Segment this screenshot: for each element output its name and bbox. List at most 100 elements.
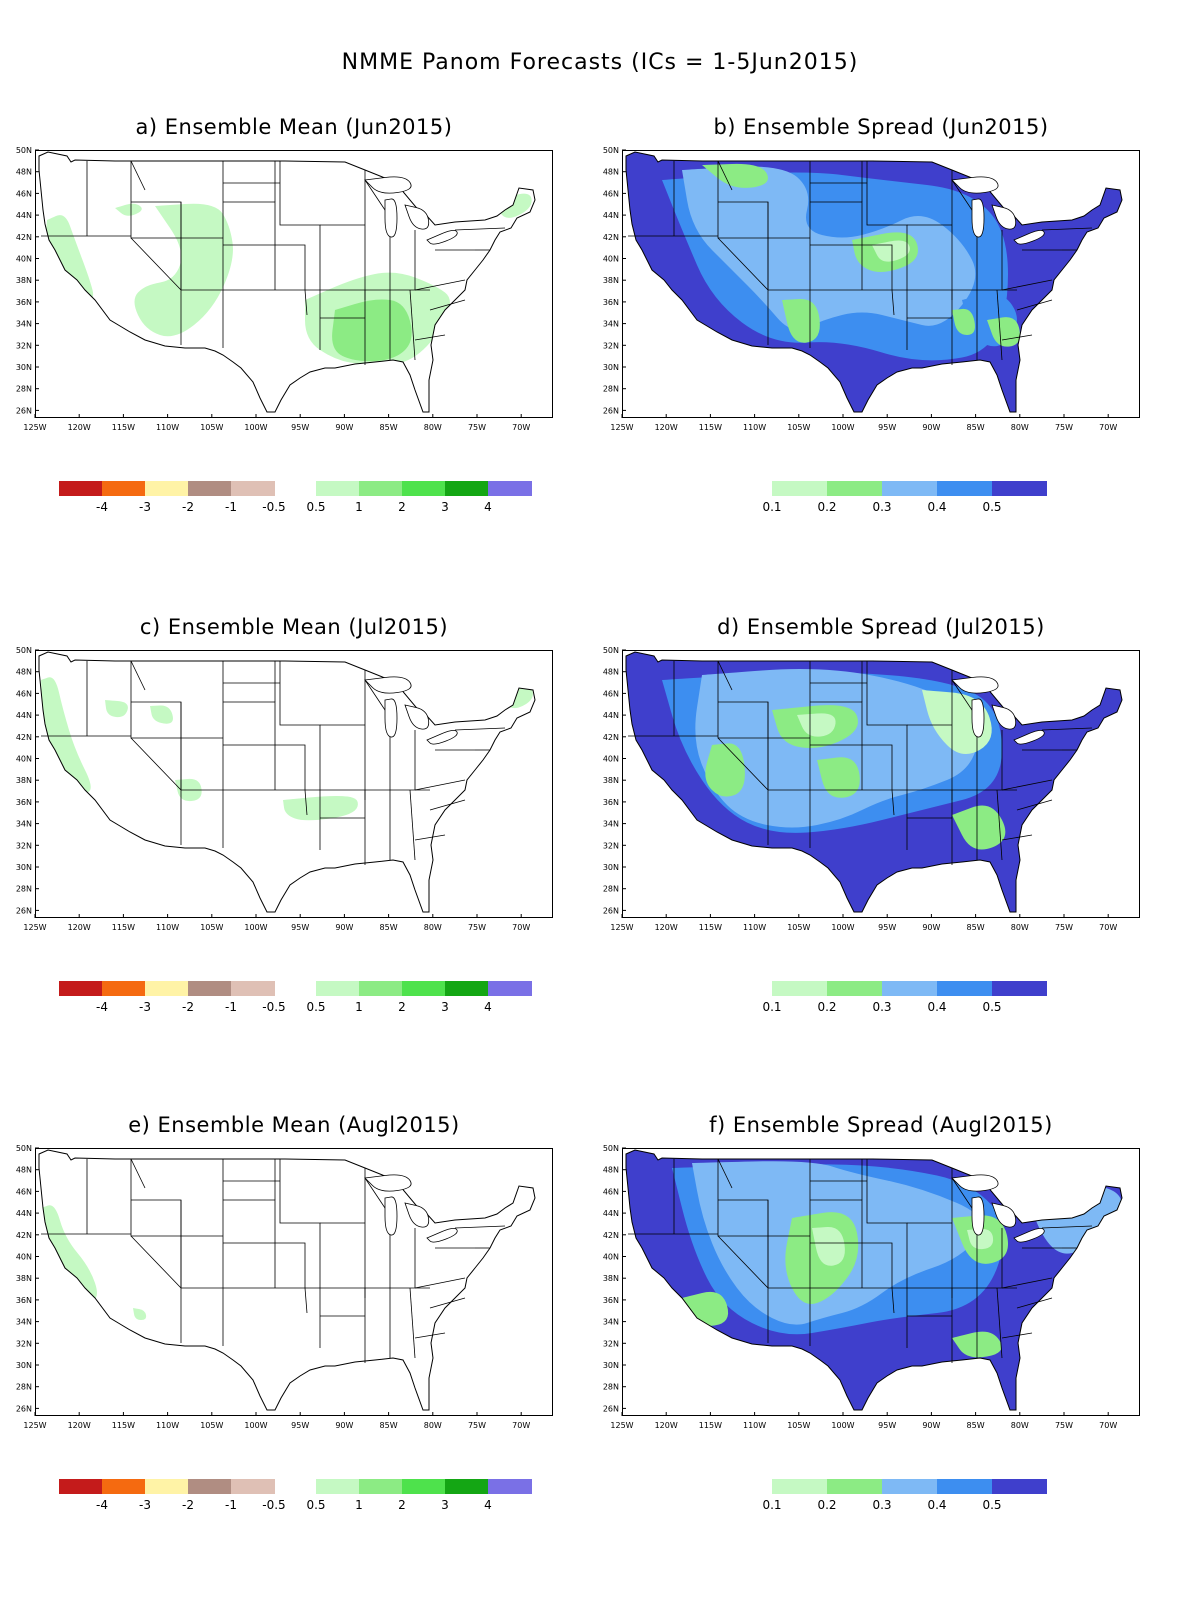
lon-tick-label: 115W [112,1421,135,1430]
lat-tick-label: 40N [603,755,619,764]
colorbar-swatch [772,1479,827,1494]
lat-tick-label: 46N [16,1187,32,1196]
lat-tick-label: 38N [603,1274,619,1283]
lat-tick-label: 32N [603,1339,619,1348]
colorbar-swatch [359,481,403,496]
colorbar-swatch [359,981,403,996]
colorbar-swatch [827,1479,882,1494]
lon-tick-label: 95W [291,423,309,432]
lat-tick-label: 34N [16,1318,32,1327]
colorbar-swatch [188,981,232,996]
colorbar-label: 0.3 [872,1000,892,1014]
lat-tick-label: 48N [603,168,619,177]
colorbar-label: 3 [441,1000,449,1014]
anomaly-contour [134,203,233,337]
lon-tick-label: 125W [610,923,633,932]
colorbar-label: 2 [398,500,406,514]
lon-tick-label: 115W [112,923,135,932]
great-lakes [364,676,458,745]
map-panel-e: 50N 48N 46N 44N 42N 40N 38N 36N 34N 32N 30N 28N 26N 1… [16,1144,553,1430]
colorbar-swatch [231,1479,275,1494]
colorbar-swatch [992,1479,1047,1494]
lon-tick-label: 105W [787,1421,810,1430]
colorbar-swatch [402,981,446,996]
colorbar-swatch [772,981,827,996]
coastline [625,1149,1123,1411]
lon-tick-label: 85W [380,423,398,432]
colorbar-label: 4 [484,1000,492,1014]
anomaly-contour [41,1205,97,1301]
colorbar-swatch [145,1479,189,1494]
lat-tick-label: 42N [603,233,619,242]
map-frame [35,650,553,918]
coastline [38,651,536,913]
colorbar-label: 0.1 [762,1000,782,1014]
map-frame [622,1148,1140,1416]
map-frame [35,1148,553,1416]
colorbar-label: 0.5 [982,1000,1002,1014]
spread-contour [817,757,860,798]
lon-tick-label: 105W [787,423,810,432]
lat-tick-label: 28N [16,385,32,394]
lon-tick-label: 75W [468,1421,486,1430]
colorbar-swatch [937,1479,992,1494]
colorbar-swatch [231,481,275,496]
colorbar-swatch [316,981,360,996]
colorbar-label: -0.5 [262,500,286,514]
colorbar-swatch [402,481,446,496]
coastline [625,151,1123,413]
colorbar-swatch [231,981,275,996]
colorbar-swatch [445,981,489,996]
colorbar-swatch [59,981,103,996]
lat-tick-label: 26N [603,406,619,415]
lat-tick-label: 42N [603,733,619,742]
colorbar-label: -1 [225,1498,237,1512]
lon-tick-label: 115W [699,1421,722,1430]
lat-tick-label: 32N [603,341,619,350]
lat-tick-label: 48N [603,1166,619,1175]
colorbar-label: 1 [355,1498,363,1512]
colorbar-label: -2 [182,500,194,514]
panel-title: e) Ensemble Mean (Augl2015) [128,1113,460,1137]
lat-tick-label: 30N [16,863,32,872]
spread-contour [702,163,768,188]
lon-tick-label: 80W [424,1421,442,1430]
lat-tick-label: 44N [16,211,32,220]
lat-tick-label: 28N [16,1383,32,1392]
colorbar-label: 0.5 [306,1498,326,1512]
lat-tick-label: 30N [16,1361,32,1370]
colorbar-label: 0.1 [762,500,782,514]
colorbar-swatch [145,481,189,496]
lat-tick-label: 38N [16,1274,32,1283]
colorbar-swatch [316,1479,360,1494]
state-boundaries [41,160,506,365]
lon-tick-label: 120W [655,423,678,432]
colorbar-swatch [772,481,827,496]
colorbar-label: -4 [96,1498,108,1512]
lat-tick-label: 26N [16,906,32,915]
lon-tick-label: 110W [156,1421,179,1430]
lon-tick-label: 100W [831,923,854,932]
great-lakes [951,676,1045,745]
colorbar-label: -0.5 [262,1000,286,1014]
colorbar-swatch [937,481,992,496]
colorbar-label: 1 [355,500,363,514]
lat-tick-label: 46N [603,1187,619,1196]
lon-tick-label: 85W [967,423,985,432]
colorbar-swatch [827,481,882,496]
map-panel-f: 50N 48N 46N 44N 42N 40N 38N 36N 34N 32N 30N 28N 26N 1… [603,1144,1140,1430]
lat-tick-label: 46N [16,689,32,698]
lon-tick-label: 70W [1099,1421,1117,1430]
colorbar-label: -0.5 [262,1498,286,1512]
colorbar-label: 0.2 [817,1498,837,1512]
colorbar-swatch [102,481,146,496]
coastline [38,1149,536,1411]
lon-tick-label: 120W [68,423,91,432]
great-lakes [364,176,458,245]
lon-tick-label: 90W [335,423,353,432]
lat-tick-label: 28N [16,885,32,894]
colorbar-label: 2 [398,1000,406,1014]
panel-title: d) Ensemble Spread (Jul2015) [717,615,1045,639]
anomaly-contour [105,700,128,718]
lat-tick-label: 40N [16,255,32,264]
